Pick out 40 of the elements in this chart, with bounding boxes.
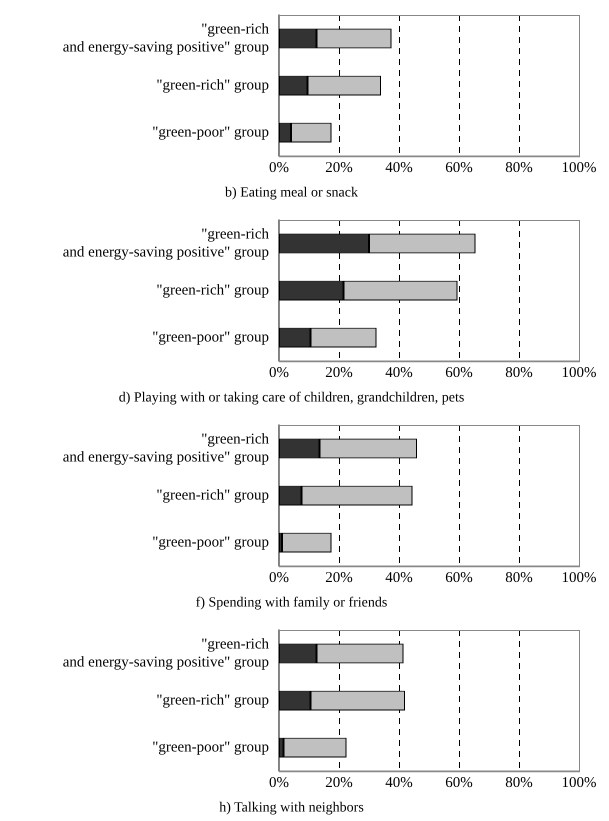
x-tick-label: 0% — [269, 570, 289, 586]
x-tick-label: 40% — [385, 365, 413, 382]
x-tick-label: 100% — [562, 160, 596, 176]
y-tick-label: "green-poor" group — [152, 330, 269, 346]
x-tick-label: 20% — [325, 570, 353, 586]
y-tick-label: "green-poor" group — [152, 124, 269, 141]
x-tick-label: 60% — [445, 365, 473, 382]
x-tick-label: 60% — [445, 160, 473, 176]
x-tick-label: 100% — [562, 570, 596, 586]
x-tick-label: 40% — [385, 570, 413, 586]
y-tick-label: "green-rich" group — [156, 692, 269, 709]
x-tick-label: 100% — [562, 775, 596, 792]
y-tick-label: "green-rich and energy-saving positive" group — [62, 431, 270, 466]
text: b) Eating meal or snack — [225, 185, 358, 200]
y-tick-label: "green-rich" group — [156, 78, 269, 94]
text: h) Talking with neighbors — [219, 800, 364, 816]
y-tick-label: "green-poor" group — [152, 740, 269, 756]
x-tick-label: 80% — [505, 365, 533, 382]
y-tick-label: "green-rich" group — [156, 282, 269, 299]
x-tick-label: 100% — [562, 365, 596, 382]
x-tick-label: 0% — [269, 160, 289, 176]
x-tick-label: 80% — [505, 160, 533, 176]
x-tick-label: 80% — [505, 775, 533, 792]
y-tick-label: "green-rich and energy-saving positive" group — [62, 636, 270, 670]
x-tick-label: 20% — [325, 365, 353, 382]
x-tick-label: 60% — [445, 775, 473, 792]
x-tick-label: 20% — [325, 160, 353, 176]
text: f) Spending with family or friends — [196, 595, 388, 610]
x-tick-label: 0% — [269, 775, 289, 792]
y-tick-label: "green-rich" group — [156, 488, 269, 504]
y-tick-label: "green-poor" group — [152, 534, 269, 551]
text: d) Playing with or taking care of children, grandchildren, pets — [118, 390, 464, 406]
x-tick-label: 40% — [385, 160, 413, 176]
x-tick-label: 60% — [445, 570, 473, 586]
x-tick-label: 40% — [385, 775, 413, 792]
x-tick-label: 0% — [269, 365, 289, 382]
y-tick-label: "green-rich and energy-saving positive" group — [62, 226, 270, 260]
x-tick-label: 20% — [325, 775, 353, 792]
x-tick-label: 80% — [505, 570, 533, 586]
y-tick-label: "green-rich and energy-saving positive" group — [62, 21, 270, 56]
